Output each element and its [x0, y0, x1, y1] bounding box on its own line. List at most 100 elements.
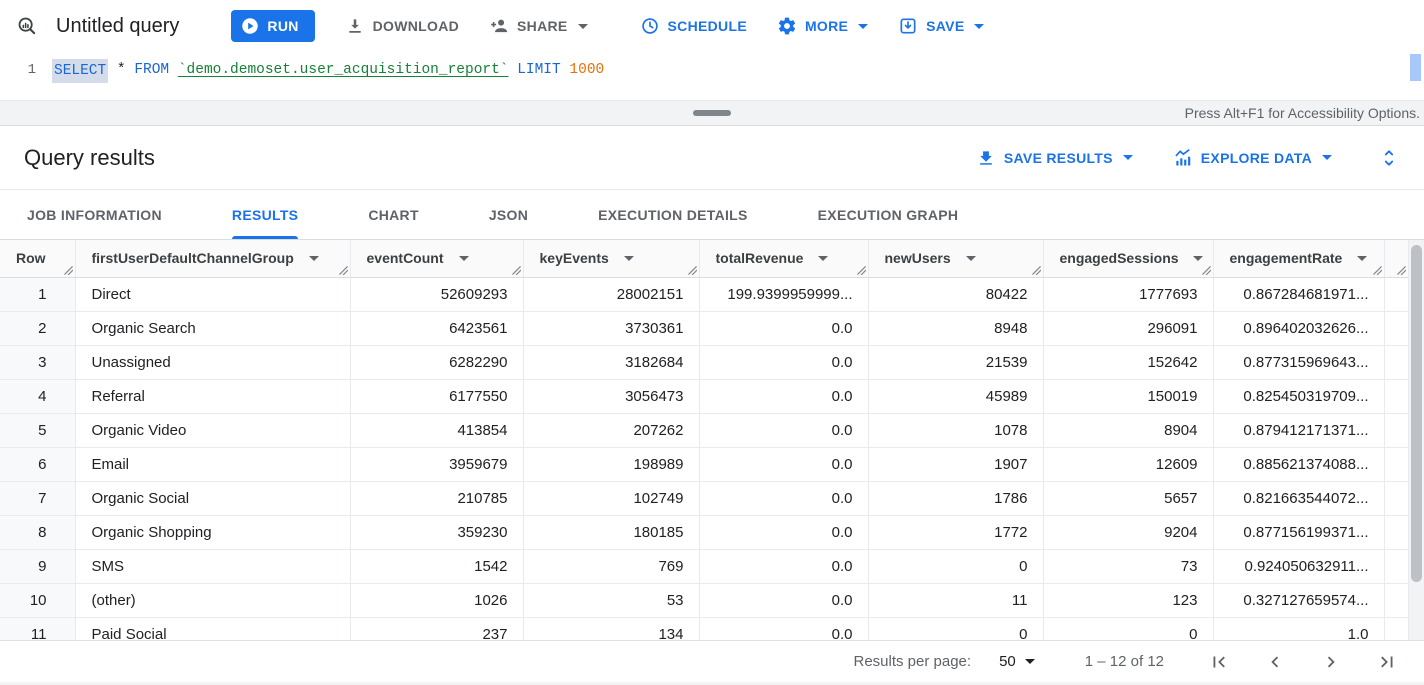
next-page-button[interactable] [1320, 651, 1342, 673]
cell-engagementRate: 0.867284681971... [1213, 277, 1385, 312]
expand-collapse-results-button[interactable] [1378, 147, 1400, 169]
tab-json[interactable]: JSON [488, 206, 529, 223]
column-resize-grip[interactable] [687, 265, 697, 275]
column-resize-grip[interactable] [63, 265, 73, 275]
chevron-down-icon [974, 23, 985, 29]
chevron-down-icon [1122, 155, 1133, 160]
column-resize-grip[interactable] [511, 265, 521, 275]
column-header-row[interactable]: Row [0, 240, 76, 278]
chevron-down-icon [577, 23, 588, 29]
editor-scrollbar-thumb[interactable] [1410, 54, 1421, 81]
page-size-select[interactable]: 50 [999, 653, 1035, 670]
cell-keyEvents: 3056473 [523, 379, 700, 414]
download-tray-icon [976, 148, 996, 168]
cell-firstUserDefaultChannelGroup: Organic Social [75, 481, 351, 516]
explore-data-button[interactable]: EXPLORE DATA [1173, 148, 1332, 168]
column-header-engagedSessions[interactable]: engagedSessions [1043, 240, 1214, 278]
cell-eventCount: 3959679 [350, 447, 524, 482]
editor-statusbar: Press Alt+F1 for Accessibility Options. [0, 100, 1424, 126]
person-add-icon [489, 16, 509, 36]
query-title[interactable]: Untitled query [56, 14, 180, 37]
results-table: Row firstUserDefaultChannelGroup eventCoun… [0, 240, 1409, 640]
cell-row: 10 [0, 583, 76, 618]
last-page-icon [1376, 651, 1398, 673]
sql-table-reference-link[interactable]: `demo.demoset.user_acquisition_report` [177, 62, 509, 78]
column-menu-caret-icon[interactable] [308, 255, 319, 261]
tab-execution-graph[interactable]: EXECUTION GRAPH [817, 206, 959, 223]
cell-engagementRate: 0.825450319709... [1213, 379, 1385, 414]
column-resize-grip[interactable] [1372, 265, 1382, 275]
results-per-page-label: Results per page: [853, 653, 972, 670]
column-resize-grip[interactable] [1396, 265, 1406, 275]
table-row: 11 Paid Social 237 134 0.0 0 0 1.0 [0, 617, 1409, 640]
cell-filler [1384, 515, 1409, 550]
cell-engagedSessions: 296091 [1043, 311, 1214, 346]
previous-page-button[interactable] [1264, 651, 1286, 673]
query-toolbar: Untitled query RUN DOWNLOAD SHARE [0, 0, 1424, 52]
cell-firstUserDefaultChannelGroup: Referral [75, 379, 351, 414]
column-label: engagementRate [1229, 250, 1343, 267]
cell-row: 6 [0, 447, 76, 482]
cell-eventCount: 359230 [350, 515, 524, 550]
cell-keyEvents: 180185 [523, 515, 700, 550]
play-circle-icon [241, 17, 259, 35]
column-label: firstUserDefaultChannelGroup [91, 250, 294, 267]
cell-filler [1384, 481, 1409, 516]
cell-row: 11 [0, 617, 76, 640]
column-resize-grip[interactable] [1201, 265, 1211, 275]
sql-editor[interactable]: 1 SELECT * FROM `demo.demoset.user_acqui… [0, 52, 1424, 100]
tab-job-information[interactable]: JOB INFORMATION [27, 206, 162, 223]
bottom-divider [0, 682, 1424, 685]
column-menu-caret-icon[interactable] [623, 255, 634, 261]
cell-newUsers: 45989 [868, 379, 1044, 414]
download-icon [345, 16, 365, 36]
table-scrollbar-thumb[interactable] [1411, 245, 1422, 582]
save-icon [898, 16, 918, 36]
tab-execution-details[interactable]: EXECUTION DETAILS [598, 206, 748, 223]
column-header-engagementRate[interactable]: engagementRate [1213, 240, 1385, 278]
more-button[interactable]: MORE [777, 16, 869, 36]
first-page-button[interactable] [1208, 651, 1230, 673]
table-vertical-scrollbar[interactable] [1408, 240, 1424, 640]
table-row: 10 (other) 1026 53 0.0 11 123 0.327127659574... [0, 583, 1409, 618]
column-menu-caret-icon[interactable] [1192, 255, 1203, 261]
cell-eventCount: 6177550 [350, 379, 524, 414]
save-button[interactable]: SAVE [898, 16, 985, 36]
tab-chart[interactable]: CHART [368, 206, 419, 223]
cell-firstUserDefaultChannelGroup: Organic Video [75, 413, 351, 448]
cell-totalRevenue: 0.0 [699, 413, 869, 448]
last-page-button[interactable] [1376, 651, 1398, 673]
column-menu-caret-icon[interactable] [458, 255, 469, 261]
column-header-totalRevenue[interactable]: totalRevenue [699, 240, 869, 278]
cell-engagedSessions: 73 [1043, 549, 1214, 584]
column-menu-caret-icon[interactable] [965, 255, 976, 261]
tab-results[interactable]: RESULTS [231, 190, 299, 239]
column-resize-grip[interactable] [856, 265, 866, 275]
column-header-keyEvents[interactable]: keyEvents [523, 240, 700, 278]
cell-row: 5 [0, 413, 76, 448]
cell-filler [1384, 583, 1409, 618]
cell-engagedSessions: 150019 [1043, 379, 1214, 414]
cell-engagedSessions: 12609 [1043, 447, 1214, 482]
column-resize-grip[interactable] [1031, 265, 1041, 275]
column-header-firstUserDefaultChannelGroup[interactable]: firstUserDefaultChannelGroup [75, 240, 351, 278]
run-button[interactable]: RUN [231, 10, 315, 42]
column-header-newUsers[interactable]: newUsers [868, 240, 1044, 278]
share-button[interactable]: SHARE [489, 16, 588, 36]
chevron-down-icon [1322, 155, 1332, 160]
cell-totalRevenue: 0.0 [699, 515, 869, 550]
column-menu-caret-icon[interactable] [818, 255, 829, 261]
column-header-eventCount[interactable]: eventCount [350, 240, 524, 278]
cell-newUsers: 0 [868, 617, 1044, 640]
schedule-button[interactable]: SCHEDULE [640, 16, 747, 36]
save-results-button[interactable]: SAVE RESULTS [976, 148, 1133, 168]
panel-resize-handle[interactable] [693, 110, 731, 116]
column-resize-grip[interactable] [338, 265, 348, 275]
column-menu-caret-icon[interactable] [1357, 255, 1368, 261]
cell-eventCount: 237 [350, 617, 524, 640]
download-button[interactable]: DOWNLOAD [345, 16, 459, 36]
cell-engagementRate: 0.877315969643... [1213, 345, 1385, 380]
bigquery-query-icon [16, 15, 38, 37]
cell-engagementRate: 0.885621374088... [1213, 447, 1385, 482]
query-results-title: Query results [24, 144, 155, 170]
